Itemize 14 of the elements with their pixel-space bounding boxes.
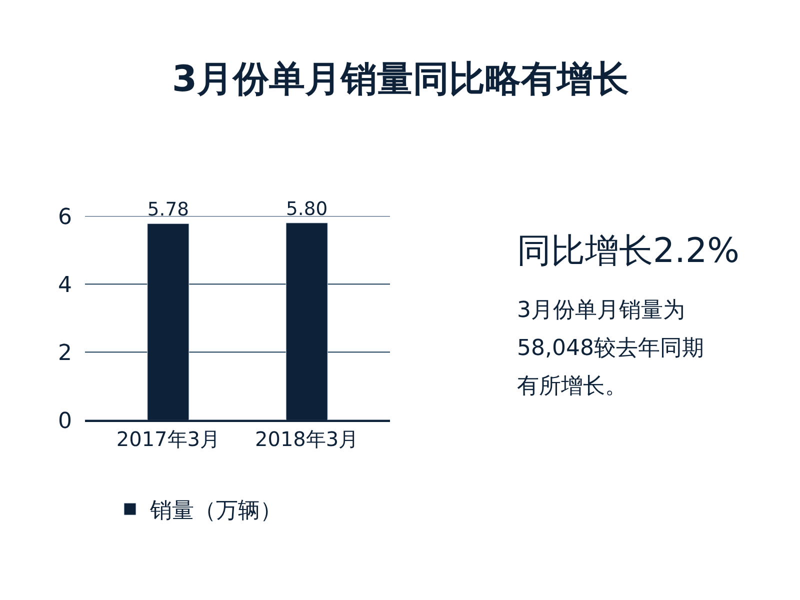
text: 3月份单月销量为	[517, 298, 685, 323]
y-tick-label: 2	[58, 340, 72, 366]
text: 有所增长。	[517, 374, 627, 399]
y-tick-label: 4	[58, 272, 72, 298]
text: 同比增长2.2%	[517, 231, 740, 271]
y-tick-label: 6	[58, 204, 72, 230]
chart-title: 3月份单月销量同比略有增长	[172, 59, 630, 100]
legend-label: 销量（万辆）	[149, 498, 282, 524]
text: 58,048较去年同期	[517, 336, 704, 361]
data-label: 5.78	[147, 199, 189, 220]
x-tick-label: 2018年3月	[255, 426, 359, 451]
x-tick-label: 2017年3月	[116, 426, 220, 451]
data-label: 5.80	[286, 198, 328, 220]
y-tick-label: 0	[58, 408, 72, 434]
